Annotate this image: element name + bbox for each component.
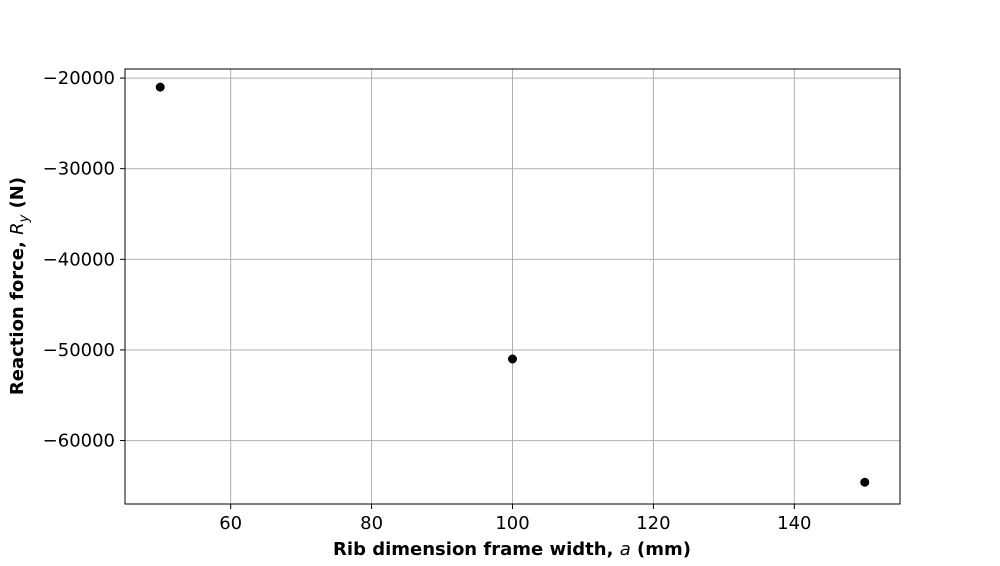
y-tick-label: −50000 [43,340,115,361]
y-tick-label: −60000 [43,431,115,452]
x-tick-label: 100 [495,513,529,534]
x-axis-label: Rib dimension frame width, a (mm) [333,539,691,560]
x-tick-label: 120 [636,513,670,534]
data-points [155,82,870,487]
ticks: 60 80 100 120 140 −60000 −50000 −40000 −30000 −20… [43,68,812,534]
x-tick-label: 80 [360,513,383,534]
x-tick-label: 140 [777,513,811,534]
y-tick-label: −40000 [43,249,115,270]
y-tick-label: −20000 [43,68,115,89]
grid [125,69,900,504]
data-point [508,354,517,364]
x-tick-label: 60 [219,513,242,534]
data-point [155,82,165,92]
y-axis-label: Reaction force, Ry (N) [7,177,32,395]
y-tick-label: −30000 [43,159,115,180]
data-point [860,477,870,487]
